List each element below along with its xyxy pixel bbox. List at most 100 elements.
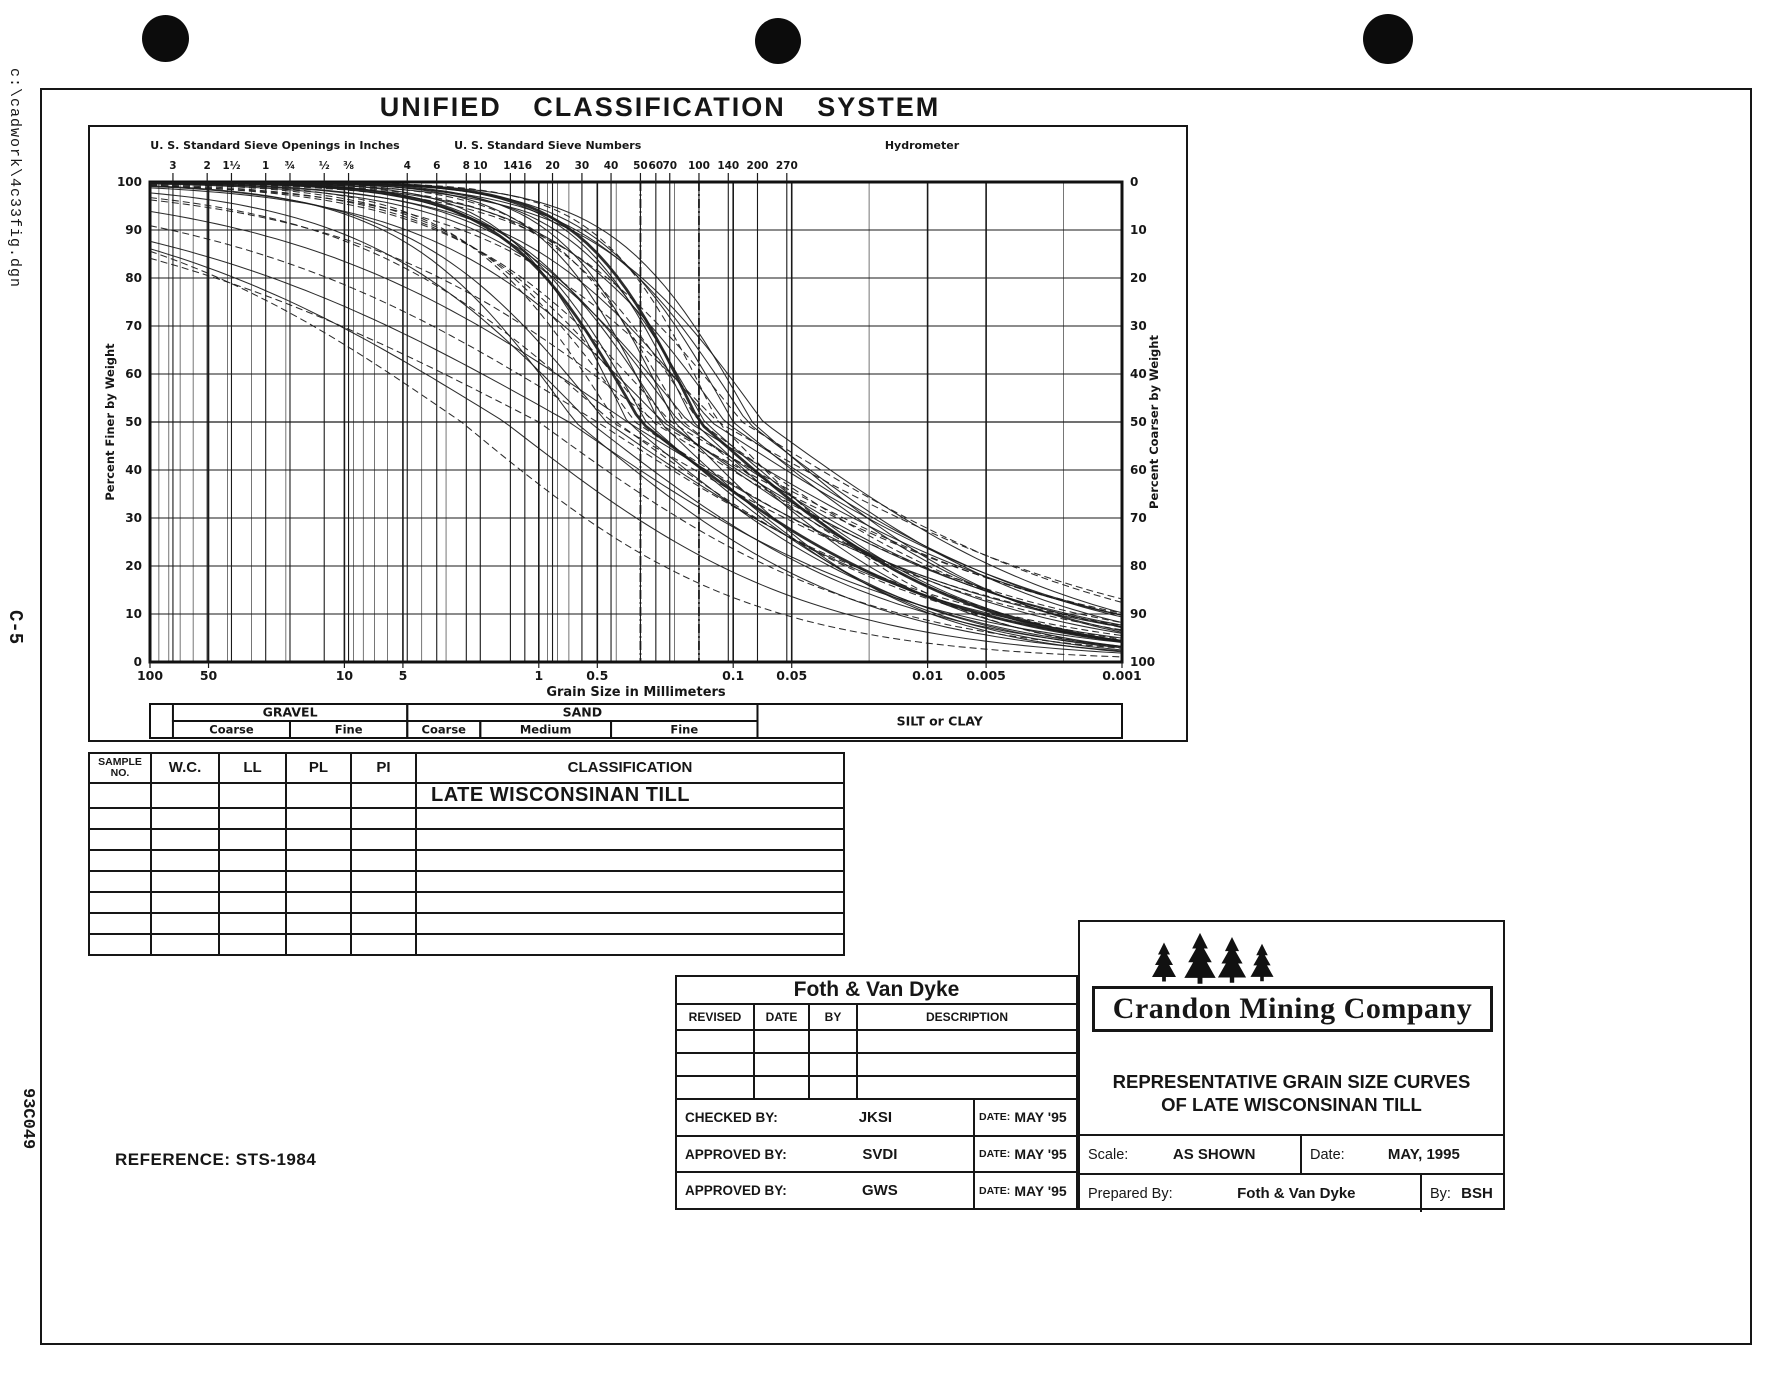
column-header: PL <box>285 752 352 784</box>
svg-text:90: 90 <box>125 223 142 237</box>
drawing-title: REPRESENTATIVE GRAIN SIZE CURVES OF LATE… <box>1080 1070 1503 1116</box>
prepared-by-value: Foth & Van Dyke <box>1237 1185 1356 1202</box>
table-cell <box>88 782 152 809</box>
svg-text:⅜: ⅜ <box>343 160 354 172</box>
sheet-frame <box>40 88 1752 1345</box>
svg-text:100: 100 <box>688 160 710 172</box>
by-value: BSH <box>1461 1185 1493 1202</box>
table-cell <box>285 933 352 956</box>
svg-text:90: 90 <box>1130 607 1147 621</box>
table-cell <box>150 828 220 851</box>
grain-size-curve <box>150 182 1122 633</box>
prepared-by-label: Prepared By: <box>1088 1185 1173 1202</box>
table-row <box>88 849 845 872</box>
table-row: LATE WISCONSINAN TILL <box>88 782 845 809</box>
svg-text:80: 80 <box>1130 559 1147 573</box>
table-cell <box>88 870 152 893</box>
scale-value: AS SHOWN <box>1172 1146 1256 1163</box>
svg-text:60: 60 <box>1130 463 1147 477</box>
svg-text:1½: 1½ <box>222 160 240 172</box>
svg-text:70: 70 <box>662 160 677 172</box>
grid <box>149 181 1123 663</box>
svg-text:Coarse: Coarse <box>209 723 254 737</box>
signoff-role: APPROVED BY: <box>685 1183 787 1199</box>
svg-text:U. S. Standard Sieve Numbers: U. S. Standard Sieve Numbers <box>454 139 642 152</box>
table-cell <box>88 828 152 851</box>
svg-text:Grain Size in Millimeters: Grain Size in Millimeters <box>546 685 726 700</box>
table-cell <box>88 807 152 830</box>
table-cell <box>150 933 220 956</box>
table-cell <box>415 891 845 914</box>
table-cell <box>285 782 352 809</box>
grain-size-curve <box>150 185 1122 600</box>
svg-text:60: 60 <box>649 160 664 172</box>
svg-text:8: 8 <box>463 160 470 172</box>
svg-text:50: 50 <box>1130 415 1147 429</box>
table-cell <box>415 870 845 893</box>
svg-text:6: 6 <box>433 160 440 172</box>
grain-size-curve <box>150 187 1122 626</box>
svg-text:70: 70 <box>1130 511 1147 525</box>
grain-size-curve <box>150 197 1122 627</box>
column-header: SAMPLE NO. <box>88 752 152 784</box>
grain-size-curve <box>150 182 1122 603</box>
drawing-title-line2: OF LATE WISCONSINAN TILL <box>1161 1094 1422 1115</box>
table-cell <box>415 828 845 851</box>
foth-title-block: Foth & Van Dyke REVISED DATE BY DESCRIPT… <box>675 975 1078 1210</box>
signoff-role: APPROVED BY: <box>685 1146 787 1162</box>
svg-text:14: 14 <box>503 160 518 172</box>
grain-size-curve <box>150 248 1122 654</box>
svg-text:Medium: Medium <box>520 723 572 737</box>
revision-empty-row <box>677 1054 1076 1077</box>
svg-text:½: ½ <box>319 160 330 172</box>
signoff-date: MAY '95 <box>1014 1182 1067 1199</box>
revision-empty-row <box>677 1031 1076 1054</box>
table-cell <box>285 870 352 893</box>
punch-hole-icon <box>755 18 801 64</box>
revision-col-header: REVISED <box>677 1005 755 1029</box>
grain-size-plot: 3 2 1½ 1 ¾ ½ ⅜ 4 6 8 10 14 16 20 30 40 50 60 70 100 140 200 27… <box>103 139 1161 739</box>
grain-size-curve <box>150 182 1122 629</box>
pine-trees-icon <box>1152 932 1274 984</box>
table-cell <box>285 828 352 851</box>
svg-text:Percent Coarser by Weight: Percent Coarser by Weight <box>1147 335 1161 509</box>
margin-sheet-code: C-5 <box>4 610 26 645</box>
table-cell <box>88 891 152 914</box>
signoff-date: MAY '95 <box>1014 1109 1067 1126</box>
table-cell <box>218 933 287 956</box>
table-cell <box>415 933 845 956</box>
table-cell <box>218 870 287 893</box>
signoff-name: GWS <box>861 1182 898 1200</box>
svg-text:0.001: 0.001 <box>1102 668 1142 683</box>
table-row <box>88 870 845 893</box>
table-cell <box>415 912 845 935</box>
svg-text:50: 50 <box>633 160 648 172</box>
svg-text:2: 2 <box>204 160 211 172</box>
svg-text:30: 30 <box>125 511 142 525</box>
reference-note: REFERENCE: STS-1984 <box>115 1150 317 1169</box>
page-title: UNIFIED CLASSIFICATION SYSTEM <box>379 92 941 122</box>
column-header: LL <box>218 752 287 784</box>
signoff-name: SVDI <box>862 1145 898 1163</box>
foth-company-name: Foth & Van Dyke <box>677 977 1076 1005</box>
scale-date-row: Scale: AS SHOWN Date: MAY, 1995 <box>1080 1134 1503 1173</box>
svg-text:0: 0 <box>134 655 142 669</box>
svg-text:140: 140 <box>717 160 739 172</box>
grain-size-curve <box>150 192 1122 648</box>
svg-text:Hydrometer: Hydrometer <box>885 139 960 152</box>
table-row <box>88 933 845 956</box>
prepared-by-row: Prepared By: Foth & Van Dyke By: BSH <box>1080 1173 1503 1212</box>
table-cell <box>350 782 417 809</box>
svg-text:U. S. Standard Sieve Openings: U. S. Standard Sieve Openings in Inches <box>150 139 400 152</box>
svg-text:100: 100 <box>1130 655 1155 669</box>
table-cell: LATE WISCONSINAN TILL <box>415 782 845 809</box>
svg-text:0.5: 0.5 <box>586 668 608 683</box>
svg-text:16: 16 <box>518 160 533 172</box>
svg-text:100: 100 <box>137 668 163 683</box>
svg-text:Fine: Fine <box>670 723 698 737</box>
drawing-title-line1: REPRESENTATIVE GRAIN SIZE CURVES <box>1112 1071 1471 1092</box>
table-cell <box>350 807 417 830</box>
svg-text:20: 20 <box>1130 271 1147 285</box>
svg-text:40: 40 <box>125 463 142 477</box>
